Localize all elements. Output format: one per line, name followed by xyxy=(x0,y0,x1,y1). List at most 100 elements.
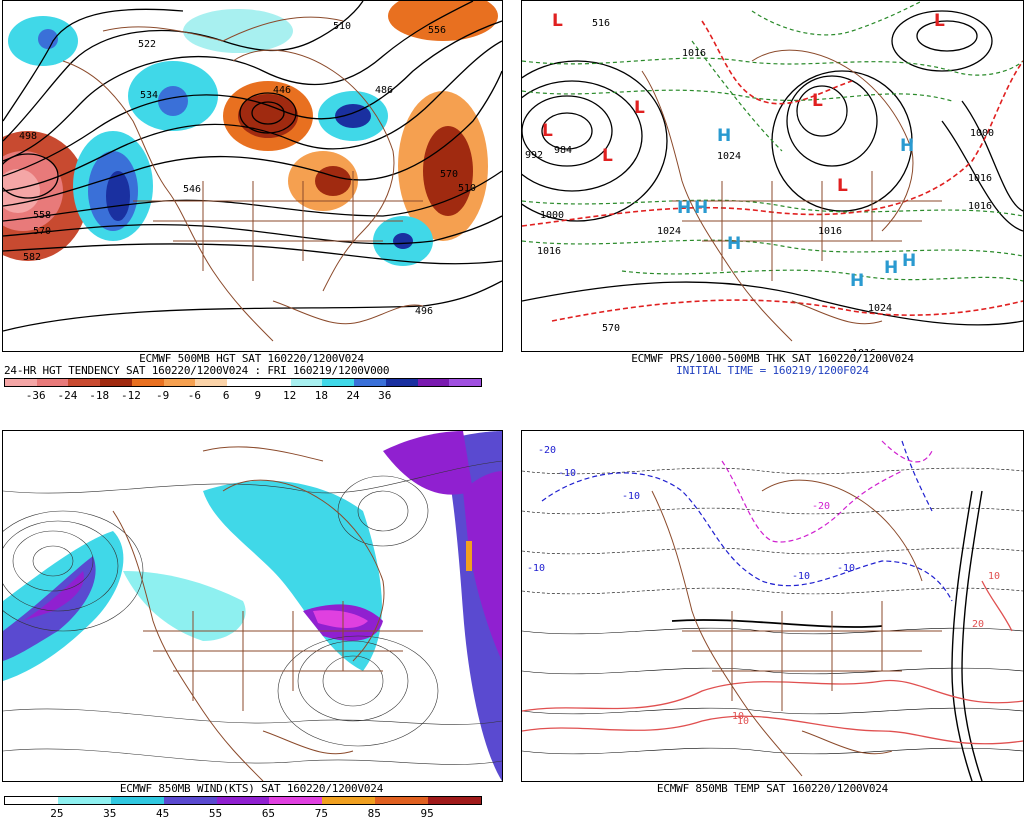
pressure-contours xyxy=(522,10,1023,326)
thickness-contours xyxy=(522,1,1023,282)
colorbar-segment xyxy=(5,379,37,386)
colorbar-tick-label: 75 xyxy=(314,807,328,819)
panel-850mb-temp: -20 -10 -10 -10 -10 -10 -20 10 10 10 20 … xyxy=(521,428,1024,819)
svg-text:516: 516 xyxy=(592,18,610,29)
colorbar-segment xyxy=(449,379,482,386)
colorbar-tick-label: 85 xyxy=(367,807,381,819)
svg-text:L: L xyxy=(602,146,613,166)
svg-text:446: 446 xyxy=(273,85,291,96)
colorbar-segment xyxy=(57,797,111,804)
svg-text:570: 570 xyxy=(602,323,620,334)
svg-text:558: 558 xyxy=(33,210,51,221)
panel-pressure-thickness: L L L L L L L H H H H H H H H 992 984 xyxy=(521,0,1024,410)
svg-text:H: H xyxy=(727,234,741,254)
colorbar-tick-label: 36 xyxy=(378,389,392,402)
colorbar-segment xyxy=(258,379,291,386)
colorbar-segment xyxy=(36,379,69,386)
svg-text:496: 496 xyxy=(415,306,433,317)
svg-text:1024: 1024 xyxy=(868,303,892,314)
svg-text:1000: 1000 xyxy=(970,128,994,139)
colorbar-segment xyxy=(354,379,386,386)
p4-caption-line1: ECMWF 850MB TEMP SAT 160220/1200V024 xyxy=(656,782,889,795)
svg-text:-10: -10 xyxy=(558,468,576,479)
svg-text:582: 582 xyxy=(23,252,41,263)
coastlines xyxy=(641,49,942,342)
svg-text:L: L xyxy=(552,11,563,31)
warm-contours xyxy=(522,580,1023,745)
svg-text:1024: 1024 xyxy=(657,226,681,237)
colorbar-segment xyxy=(227,379,259,386)
svg-text:1016: 1016 xyxy=(968,201,992,212)
coastlines xyxy=(112,446,423,781)
colorbar-segment xyxy=(290,379,323,386)
colorbar-segment xyxy=(100,379,132,386)
colorbar-segment xyxy=(110,797,164,804)
map-wind-svg xyxy=(3,431,502,781)
svg-text:510: 510 xyxy=(458,183,476,194)
map-500mb: 510 522 534 546 558 570 582 496 498 556 … xyxy=(2,0,503,352)
colorbar-segment xyxy=(417,379,450,386)
svg-text:1000: 1000 xyxy=(540,210,564,221)
streamlines xyxy=(3,460,502,765)
colorbar-tick-label: 6 xyxy=(222,389,230,402)
colorbar-tick-label: -24 xyxy=(57,389,78,402)
svg-text:L: L xyxy=(837,176,848,196)
svg-text:H: H xyxy=(884,258,898,278)
panel-850mb-wind: ECMWF 850MB WIND(KTS) SAT 160220/1200V02… xyxy=(0,428,503,819)
height-tendency-fills xyxy=(3,1,498,266)
map-850mb-wind xyxy=(2,430,503,782)
svg-text:-10: -10 xyxy=(622,491,640,502)
height-labels: 510 522 534 546 558 570 582 496 498 556 … xyxy=(19,21,476,317)
temperature-labels: -20 -10 -10 -10 -10 -10 -20 10 10 10 20 xyxy=(527,445,1000,727)
map-500mb-svg: 510 522 534 546 558 570 582 496 498 556 … xyxy=(3,1,502,342)
colorbar-tick-label: -36 xyxy=(25,389,46,402)
p2-caption-line1: ECMWF PRS/1000-500MB THK SAT 160220/1200… xyxy=(631,352,914,365)
colorbar-tick-label: 12 xyxy=(282,389,297,402)
map-pressure: L L L L L L L H H H H H H H H 992 984 xyxy=(521,0,1024,352)
p3-colorbar-ticks: 25 35 45 55 65 75 85 95 xyxy=(4,807,480,819)
colorbar-tick-label: 25 xyxy=(50,807,64,819)
map-temp-svg: -20 -10 -10 -10 -10 -10 -20 10 10 10 20 xyxy=(522,440,1023,781)
svg-text:556: 556 xyxy=(428,25,446,36)
colorbar-segment xyxy=(216,797,270,804)
colorbar-tick-label: 18 xyxy=(314,389,328,402)
svg-text:1016: 1016 xyxy=(852,348,876,351)
svg-text:-10: -10 xyxy=(527,563,545,574)
svg-text:-20: -20 xyxy=(538,445,556,456)
colorbar-tick-label: 24 xyxy=(346,389,360,402)
colorbar-tick-label: -18 xyxy=(89,389,110,402)
svg-text:-20: -20 xyxy=(812,501,830,512)
p1-caption-line2: 24-HR HGT TENDENCY SAT 160220/1200V024 :… xyxy=(4,364,390,377)
svg-text:H: H xyxy=(900,136,914,156)
thickness-reference xyxy=(522,20,1023,322)
svg-text:H: H xyxy=(677,198,691,218)
pressure-labels: 992 984 1000 1016 1024 1016 1024 1016 10… xyxy=(525,18,994,351)
colorbar-tick-label: 65 xyxy=(261,807,276,819)
colorbar-tick-label: 9 xyxy=(254,389,262,402)
colorbar-segment xyxy=(322,797,376,804)
high-markers: H H H H H H H H xyxy=(677,126,916,291)
colorbar-segment xyxy=(375,797,429,804)
svg-text:486: 486 xyxy=(375,85,393,96)
colorbar-segment xyxy=(428,797,482,804)
svg-text:1016: 1016 xyxy=(968,173,992,184)
p2-caption-line2: INITIAL TIME = 160219/1200F024 xyxy=(676,364,869,377)
colorbar-segment xyxy=(322,379,355,386)
svg-text:-10: -10 xyxy=(792,571,810,582)
svg-text:H: H xyxy=(902,251,916,271)
svg-text:10: 10 xyxy=(732,711,744,722)
colorbar-tick-label: 45 xyxy=(156,807,170,819)
svg-text:L: L xyxy=(542,121,553,141)
svg-text:984: 984 xyxy=(554,145,572,156)
coastlines xyxy=(62,16,424,342)
colorbar-segment xyxy=(5,797,58,804)
svg-text:522: 522 xyxy=(138,39,156,50)
svg-text:992: 992 xyxy=(525,150,543,161)
colorbar-tick-label: -9 xyxy=(156,389,170,402)
colorbar-segment xyxy=(269,797,323,804)
coastlines xyxy=(651,479,942,777)
svg-text:H: H xyxy=(694,198,708,218)
p3-caption-line1: ECMWF 850MB WIND(KTS) SAT 160220/1200V02… xyxy=(119,782,384,795)
colorbar-tick-label: -6 xyxy=(187,389,202,402)
colorbar-segment xyxy=(385,379,418,386)
